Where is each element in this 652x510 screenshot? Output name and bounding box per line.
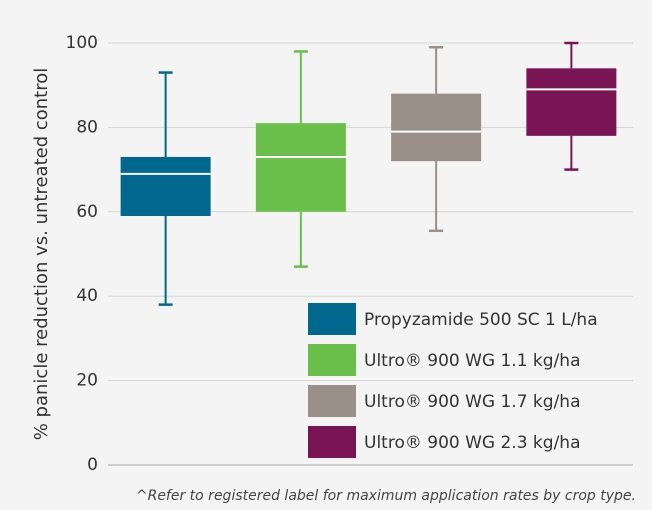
legend-swatch xyxy=(308,303,356,335)
legend-swatch xyxy=(308,385,356,417)
y-tick-label: 60 xyxy=(76,202,98,222)
y-tick-label: 20 xyxy=(76,371,98,391)
y-axis-label: % panicle reduction vs. untreated contro… xyxy=(31,68,52,441)
box xyxy=(391,93,482,162)
legend-swatch xyxy=(308,344,356,376)
box xyxy=(526,68,617,136)
footnote: ^Refer to registered label for maximum a… xyxy=(136,488,636,504)
legend-swatch xyxy=(308,426,356,458)
y-tick-label: 40 xyxy=(76,286,98,306)
legend-label: Propyzamide 500 SC 1 L/ha xyxy=(364,310,598,330)
legend-label: Ultro® 900 WG 1.1 kg/ha xyxy=(364,351,580,371)
box xyxy=(120,156,211,217)
legend-label: Ultro® 900 WG 2.3 kg/ha xyxy=(364,433,580,453)
y-tick-label: 80 xyxy=(76,117,98,137)
legend-label: Ultro® 900 WG 1.7 kg/ha xyxy=(364,392,580,412)
box xyxy=(255,123,346,212)
y-tick-label: 0 xyxy=(87,455,98,475)
y-tick-label: 100 xyxy=(66,33,98,53)
